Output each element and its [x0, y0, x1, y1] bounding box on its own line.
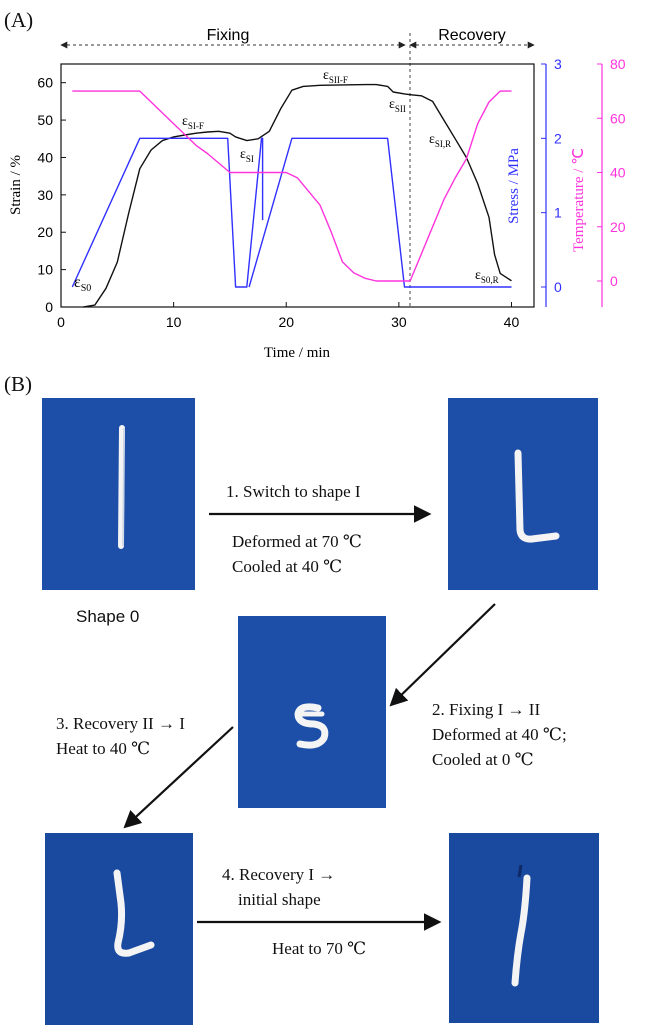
strain-tick-label: 10 — [37, 262, 53, 278]
time-tick-label: 40 — [504, 314, 520, 330]
photo-shape-2 — [238, 616, 386, 808]
series-layer — [71, 83, 512, 308]
step-2-line-2: Cooled at 0 ℃ — [432, 750, 534, 769]
strain-tick-label: 30 — [37, 187, 53, 203]
step-4-title: 4. Recovery I → — [222, 865, 336, 884]
annotation-si-f: εSI-F — [182, 114, 204, 131]
strain-axis-title: Strain / % — [8, 155, 24, 215]
strain-axis: 0 10 20 30 40 50 60 — [37, 75, 66, 315]
strain-tick-label: 20 — [37, 224, 53, 240]
time-tick-label: 0 — [57, 314, 65, 330]
stress-series-line — [71, 137, 264, 288]
stress-series-line — [248, 137, 512, 288]
step-2-line-1: Deformed at 40 ℃; — [432, 725, 567, 744]
stress-tick-label: 2 — [554, 130, 562, 146]
fixing-label: Fixing — [207, 27, 250, 44]
plot-frame — [60, 63, 535, 308]
temperature-series-line — [72, 90, 512, 282]
annotation-si: εSI — [240, 147, 254, 164]
temperature-axis-title: Temperature / ℃ — [571, 148, 587, 252]
time-axis-title: Time / min — [264, 345, 331, 361]
annotation-sii: εSII — [389, 97, 406, 114]
step-4-line-1: initial shape — [238, 890, 321, 909]
step-4-line-2: Heat to 70 ℃ — [272, 939, 367, 958]
stress-tick-label: 3 — [554, 56, 562, 72]
annotation-s0-r: εS0,R — [475, 268, 499, 285]
photo-shape-1 — [448, 398, 598, 590]
stress-axis-title: Stress / MPa — [506, 148, 522, 224]
annotation-s0: εS0 — [74, 274, 91, 294]
temperature-tick-label: 0 — [610, 273, 618, 289]
stress-tick-label: 0 — [554, 279, 562, 295]
step-3-line-1: Heat to 40 ℃ — [56, 739, 151, 758]
strain-tick-label: 50 — [37, 112, 53, 128]
strain-tick-label: 60 — [37, 75, 53, 91]
time-tick-label: 20 — [278, 314, 294, 330]
temperature-axis: 0 20 40 60 80 — [597, 56, 626, 289]
stress-axis: 0 1 2 3 — [541, 56, 562, 295]
temperature-tick-label: 80 — [610, 56, 626, 72]
recovery-label: Recovery — [438, 27, 506, 44]
annotation-sii-f: εSII-F — [323, 68, 348, 85]
time-axis: 0 10 20 30 40 — [57, 302, 519, 330]
strain-tick-label: 0 — [45, 299, 53, 315]
time-tick-label: 30 — [391, 314, 407, 330]
step-3-title: 3. Recovery II → I — [56, 714, 185, 733]
photo-shape-0 — [42, 398, 195, 590]
stress-tick-label: 1 — [554, 205, 562, 221]
arrow-step-2 — [389, 603, 496, 707]
step-1-line-1: Deformed at 70 ℃ — [232, 532, 362, 551]
strain-series-line — [83, 83, 512, 308]
annotation-si-r: εSI,R — [429, 132, 451, 149]
time-tick-label: 10 — [166, 314, 182, 330]
temperature-tick-label: 60 — [610, 110, 626, 126]
temperature-tick-label: 20 — [610, 219, 626, 235]
shape-0-caption: Shape 0 — [76, 607, 140, 626]
arrow-step-3 — [123, 726, 234, 829]
panel-b-label: (B) — [4, 372, 32, 396]
strain-tick-label: 40 — [37, 149, 53, 165]
step-2-title: 2. Fixing I → II — [432, 700, 541, 719]
step-1-line-2: Cooled at 40 ℃ — [232, 557, 343, 576]
panel-a-label: (A) — [4, 8, 34, 32]
step-1-title: 1. Switch to shape I — [226, 482, 361, 501]
temperature-tick-label: 40 — [610, 165, 626, 181]
photo-shape-0-recovered — [449, 833, 599, 1023]
photo-shape-1-recovered — [45, 833, 193, 1025]
